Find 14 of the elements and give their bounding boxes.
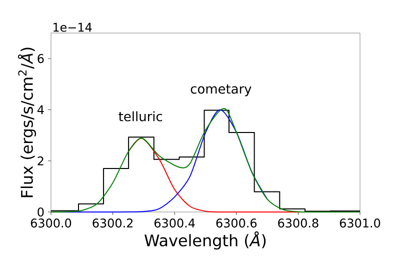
x-tick-label: 6300.2 (92, 218, 133, 228)
annotation: telluric (118, 111, 162, 122)
x-tick-label: 6300.4 (154, 218, 195, 228)
x-tick-label: 6300.0 (30, 218, 72, 228)
x-tick-label: 6301.0 (340, 218, 380, 228)
x-tick-label: 6300.6 (216, 218, 257, 228)
x-axis-title: Wavelength (Å) (144, 231, 266, 250)
x-tick-label: 6300.8 (278, 218, 318, 228)
y-tick-label: 0 (38, 207, 44, 217)
y-tick-label: 6 (38, 54, 44, 64)
text: 1e−14 (54, 22, 92, 32)
y-tick-label: 2 (38, 156, 44, 166)
annotation: cometary (190, 84, 252, 96)
y-tick-label: 4 (37, 105, 44, 114)
